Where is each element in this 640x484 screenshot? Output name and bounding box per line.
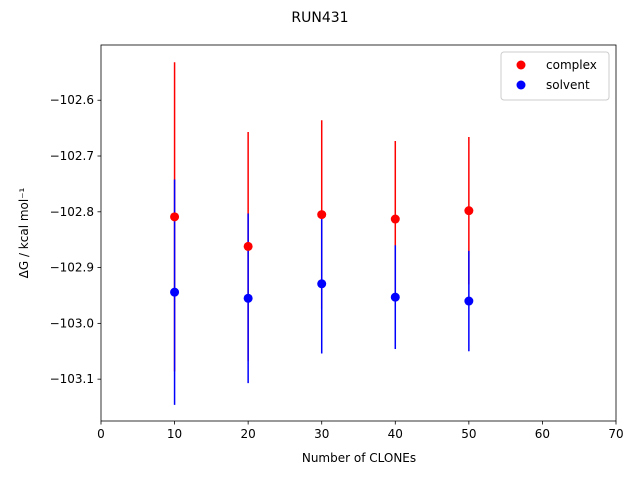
- x-axis-label: Number of CLONEs: [302, 451, 416, 465]
- legend-label: solvent: [546, 78, 590, 92]
- x-tick-label: 10: [167, 427, 182, 441]
- y-axis-label: ΔG / kcal mol⁻¹: [17, 187, 31, 278]
- legend-marker: [516, 60, 526, 70]
- point: [390, 292, 400, 302]
- plot-area: [100, 44, 617, 422]
- y-tick-label: −102.6: [50, 93, 94, 107]
- y-tick-label: −103.1: [50, 372, 94, 386]
- point: [317, 279, 327, 289]
- y-tick-label: −103.0: [50, 316, 94, 330]
- x-tick-label: 60: [535, 427, 550, 441]
- x-tick-label: 0: [97, 427, 105, 441]
- x-tick-label: 50: [461, 427, 476, 441]
- point: [317, 210, 327, 220]
- legend-marker: [516, 80, 526, 90]
- point: [390, 214, 400, 224]
- y-tick-label: −102.9: [50, 261, 94, 275]
- point: [464, 206, 474, 216]
- x-tick-label: 20: [241, 427, 256, 441]
- point: [243, 293, 253, 303]
- legend-label: complex: [546, 58, 597, 72]
- point: [170, 212, 180, 222]
- x-tick-label: 70: [608, 427, 623, 441]
- x-tick-label: 40: [388, 427, 403, 441]
- y-tick-label: −102.7: [50, 149, 94, 163]
- chart-title: RUN431: [291, 10, 348, 26]
- x-tick-label: 30: [314, 427, 329, 441]
- y-tick-label: −102.8: [50, 205, 94, 219]
- legend-box: [500, 51, 610, 101]
- point: [170, 287, 180, 297]
- point: [464, 296, 474, 306]
- point: [243, 241, 253, 251]
